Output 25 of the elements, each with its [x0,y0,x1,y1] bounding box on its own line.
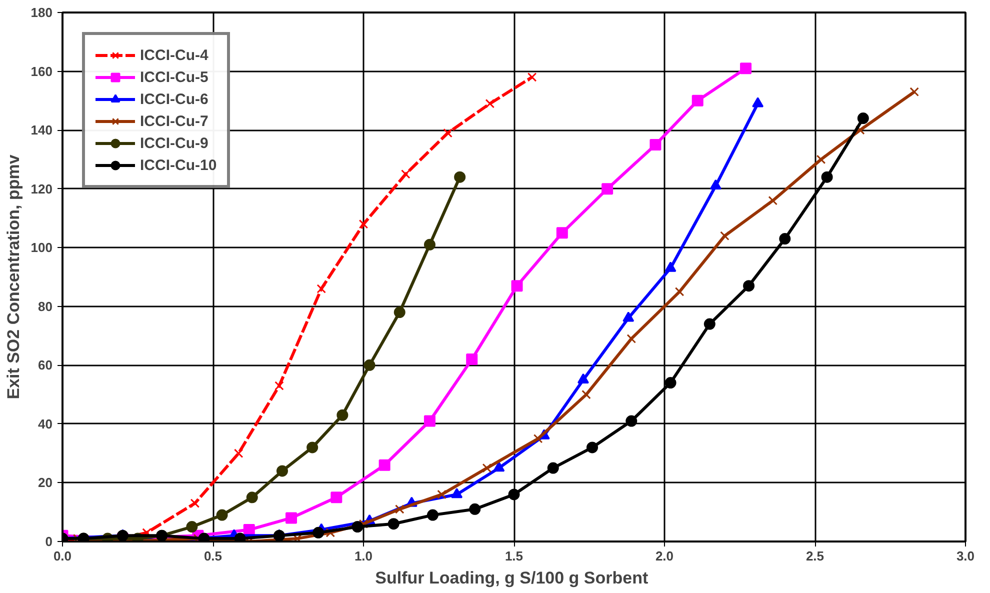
x-tick-label: 2.0 [655,548,674,564]
legend-label: ICCI-Cu-5 [140,68,208,86]
y-tick-label: 100 [30,240,53,256]
y-tick-label: 160 [30,64,53,79]
x-axis-title: Sulfur Loading, g S/100 g Sorbent [375,568,648,588]
y-tick-label: 60 [38,358,53,373]
y-tick-label: 20 [38,475,53,490]
legend-label: ICCI-Cu-7 [140,112,208,130]
x-tick-label: 0.5 [204,548,222,564]
legend-label: ICCI-Cu-6 [140,90,208,108]
y-tick-label: 40 [38,416,53,432]
legend-label: ICCI-Cu-4 [140,46,208,64]
legend-label: ICCI-Cu-10 [140,156,217,174]
x-tick-label: 3.0 [956,548,975,564]
y-tick-label: 140 [30,122,53,138]
x-tick-label: 2.5 [806,548,824,564]
y-tick-label: 0 [45,534,53,549]
y-axis-title: Exit SO2 Concentration, ppmv [4,154,23,400]
y-tick-label: 80 [38,298,53,314]
x-tick-label: 0.0 [53,548,72,564]
y-tick-label: 180 [30,5,53,20]
legend-label: ICCI-Cu-9 [140,134,208,152]
y-tick-label: 120 [30,181,53,196]
x-tick-label: 1.5 [504,548,524,564]
x-tick-label: 1.0 [354,548,373,564]
